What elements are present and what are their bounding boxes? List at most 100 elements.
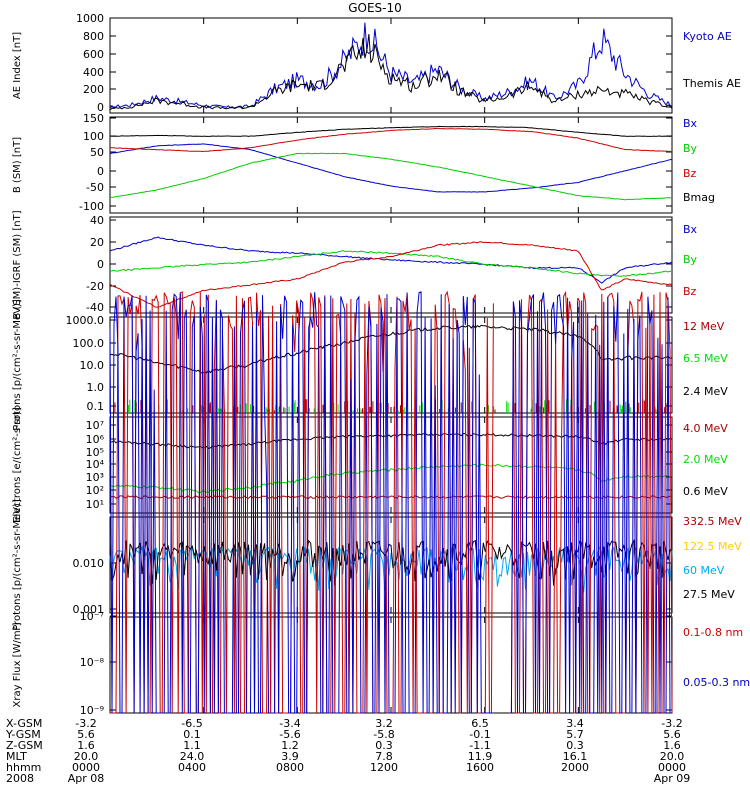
panel-7-legend-1: 0.1-0.8 nm (683, 626, 743, 639)
panel-6-legend-2: 122.5 MeV (683, 540, 742, 553)
panel-1-frame (109, 17, 673, 114)
ephemeris-value: -5.6 (279, 728, 300, 741)
ephemeris-value: 5.6 (663, 728, 681, 741)
ephemeris-value: 1.2 (281, 739, 299, 752)
panel-5-ytick: 10⁷ (86, 419, 104, 432)
panel-2-frame (109, 116, 673, 214)
panel-5-legend-2: 2.0 MeV (683, 453, 728, 466)
panel-5-ytick: 10³ (86, 471, 104, 484)
panel-5-ytick: 10⁶ (86, 433, 105, 446)
panel-3-legend-1: Bx (683, 223, 698, 236)
panel-5-legend-3: 0.6 MeV (683, 485, 728, 498)
panel-3-ytick: -20 (86, 280, 104, 293)
panel-1-series-1 (109, 22, 673, 109)
ephemeris-value: 3.9 (281, 750, 299, 763)
ephemeris-value: 3.2 (375, 717, 393, 730)
panel-1-ytick: 200 (83, 83, 104, 96)
panel-5-frame (109, 416, 673, 514)
panel-2-ytick: -50 (86, 181, 104, 194)
panel-6-ytick: 0.001 (73, 603, 105, 616)
panel-4-ylabel: Protons [p/(cm²-s-sr-MeV)] (12, 299, 23, 431)
ephemeris-value: -5.8 (373, 728, 394, 741)
panel-1-legend-1: Kyoto AE (683, 30, 732, 43)
panel-1-ytick: 600 (83, 48, 104, 61)
panel-5-series-1 (109, 495, 673, 499)
panel-5-ytick: 10⁵ (86, 446, 104, 459)
ephemeris-value: 2000 (561, 761, 589, 774)
ephemeris-value: Apr 09 (654, 772, 691, 785)
panel-1-ytick: 0 (97, 101, 104, 114)
ephemeris-value: 24.0 (180, 750, 205, 763)
ephemeris-value: 11.9 (468, 750, 493, 763)
ephemeris-value: -3.2 (75, 717, 96, 730)
ephemeris-value: -3.4 (279, 717, 300, 730)
panel-4-ytick: 1000.0 (66, 314, 105, 327)
ephemeris-value: 1200 (370, 761, 398, 774)
panel-3-ytick: -40 (86, 301, 104, 314)
ephemeris-value: 0.3 (566, 739, 584, 752)
panel-7-ytick: 10⁻⁹ (80, 704, 104, 717)
panel-4-ytick: 0.1 (87, 400, 105, 413)
panel-3-series-3 (109, 241, 673, 308)
panel-7-series-2-a (109, 291, 494, 714)
panel-6-ytick: 0.010 (73, 557, 105, 570)
ephemeris-value: Apr 08 (68, 772, 105, 785)
chart-title: GOES-10 (348, 1, 402, 15)
ephemeris-value: 1.6 (663, 739, 681, 752)
ephemeris-value: 0000 (658, 761, 686, 774)
panel-7-series-2-b (509, 292, 672, 714)
panel-3-legend-2: By (683, 253, 698, 266)
ephemeris-label: X-GSM (6, 717, 42, 730)
panel-2-ytick: -100 (79, 200, 104, 213)
panel-2-series-2 (109, 152, 673, 201)
panel-5-series-2 (109, 463, 673, 494)
panel-3-series-2 (109, 249, 673, 277)
panel-5-ytick: 10⁴ (86, 458, 105, 471)
panel-5-ytick: 10² (86, 484, 104, 497)
ephemeris-label: Z-GSM (6, 739, 43, 752)
panel-2-legend-1: Bx (683, 117, 698, 130)
ephemeris-value: 1.1 (183, 739, 201, 752)
panel-3-ylabel: B (SM)-IGRF (SM) [nT] (12, 210, 23, 319)
ephemeris-value: -1.1 (469, 739, 490, 752)
panel-7-legend-2: 0.05-0.3 nm (683, 676, 750, 689)
panel-1-ytick: 800 (83, 30, 104, 43)
panel-6-legend-4: 27.5 MeV (683, 588, 735, 601)
ephemeris-value: 20.0 (660, 750, 685, 763)
ephemeris-value: 0.1 (183, 728, 201, 741)
panel-6-ylabel: Protons [p/(cm²-s-sr-MeV)] (12, 499, 23, 631)
panel-3-ytick: 20 (90, 236, 104, 249)
panel-4-ytick: 10.0 (80, 359, 105, 372)
panel-7-ytick: 10⁻⁷ (80, 610, 104, 623)
panel-2-legend-3: Bz (683, 167, 697, 180)
ephemeris-value: 7.8 (375, 750, 393, 763)
panel-1-ytick: 400 (83, 66, 104, 79)
ephemeris-label: hhmm (6, 761, 41, 774)
panel-2-legend-4: Bmag (683, 191, 715, 204)
panel-6-legend-3: 60 MeV (683, 564, 725, 577)
panel-2-series-4 (109, 125, 673, 137)
panel-6-frame (109, 516, 673, 614)
panel-7-series-1-b (509, 290, 673, 714)
ephemeris-value: -0.1 (469, 728, 490, 741)
panel-5-legend-1: 4.0 MeV (683, 422, 728, 435)
ephemeris-value: 0.3 (375, 739, 393, 752)
panel-5-series-3 (109, 432, 673, 449)
ephemeris-value: 1.6 (77, 739, 95, 752)
panel-2-ytick: 50 (90, 146, 104, 159)
ephemeris-value: 0400 (178, 761, 206, 774)
panel-4-legend-2: 6.5 MeV (683, 352, 728, 365)
ephemeris-value: 3.4 (566, 717, 584, 730)
ephemeris-value: 1600 (466, 761, 494, 774)
panel-4-ytick: 100.0 (73, 337, 105, 350)
panel-5-ytick: 10¹ (86, 498, 104, 511)
panel-3-ytick: 40 (90, 214, 104, 227)
ephemeris-value: 5.7 (566, 728, 584, 741)
ephemeris-value: 16.1 (563, 750, 588, 763)
ephemeris-value: -6.5 (181, 717, 202, 730)
panel-2-series-3 (109, 127, 673, 153)
ephemeris-value: 5.6 (77, 728, 95, 741)
panel-1-ytick: 1000 (76, 12, 104, 25)
panel-2-ytick: 0 (97, 165, 104, 178)
